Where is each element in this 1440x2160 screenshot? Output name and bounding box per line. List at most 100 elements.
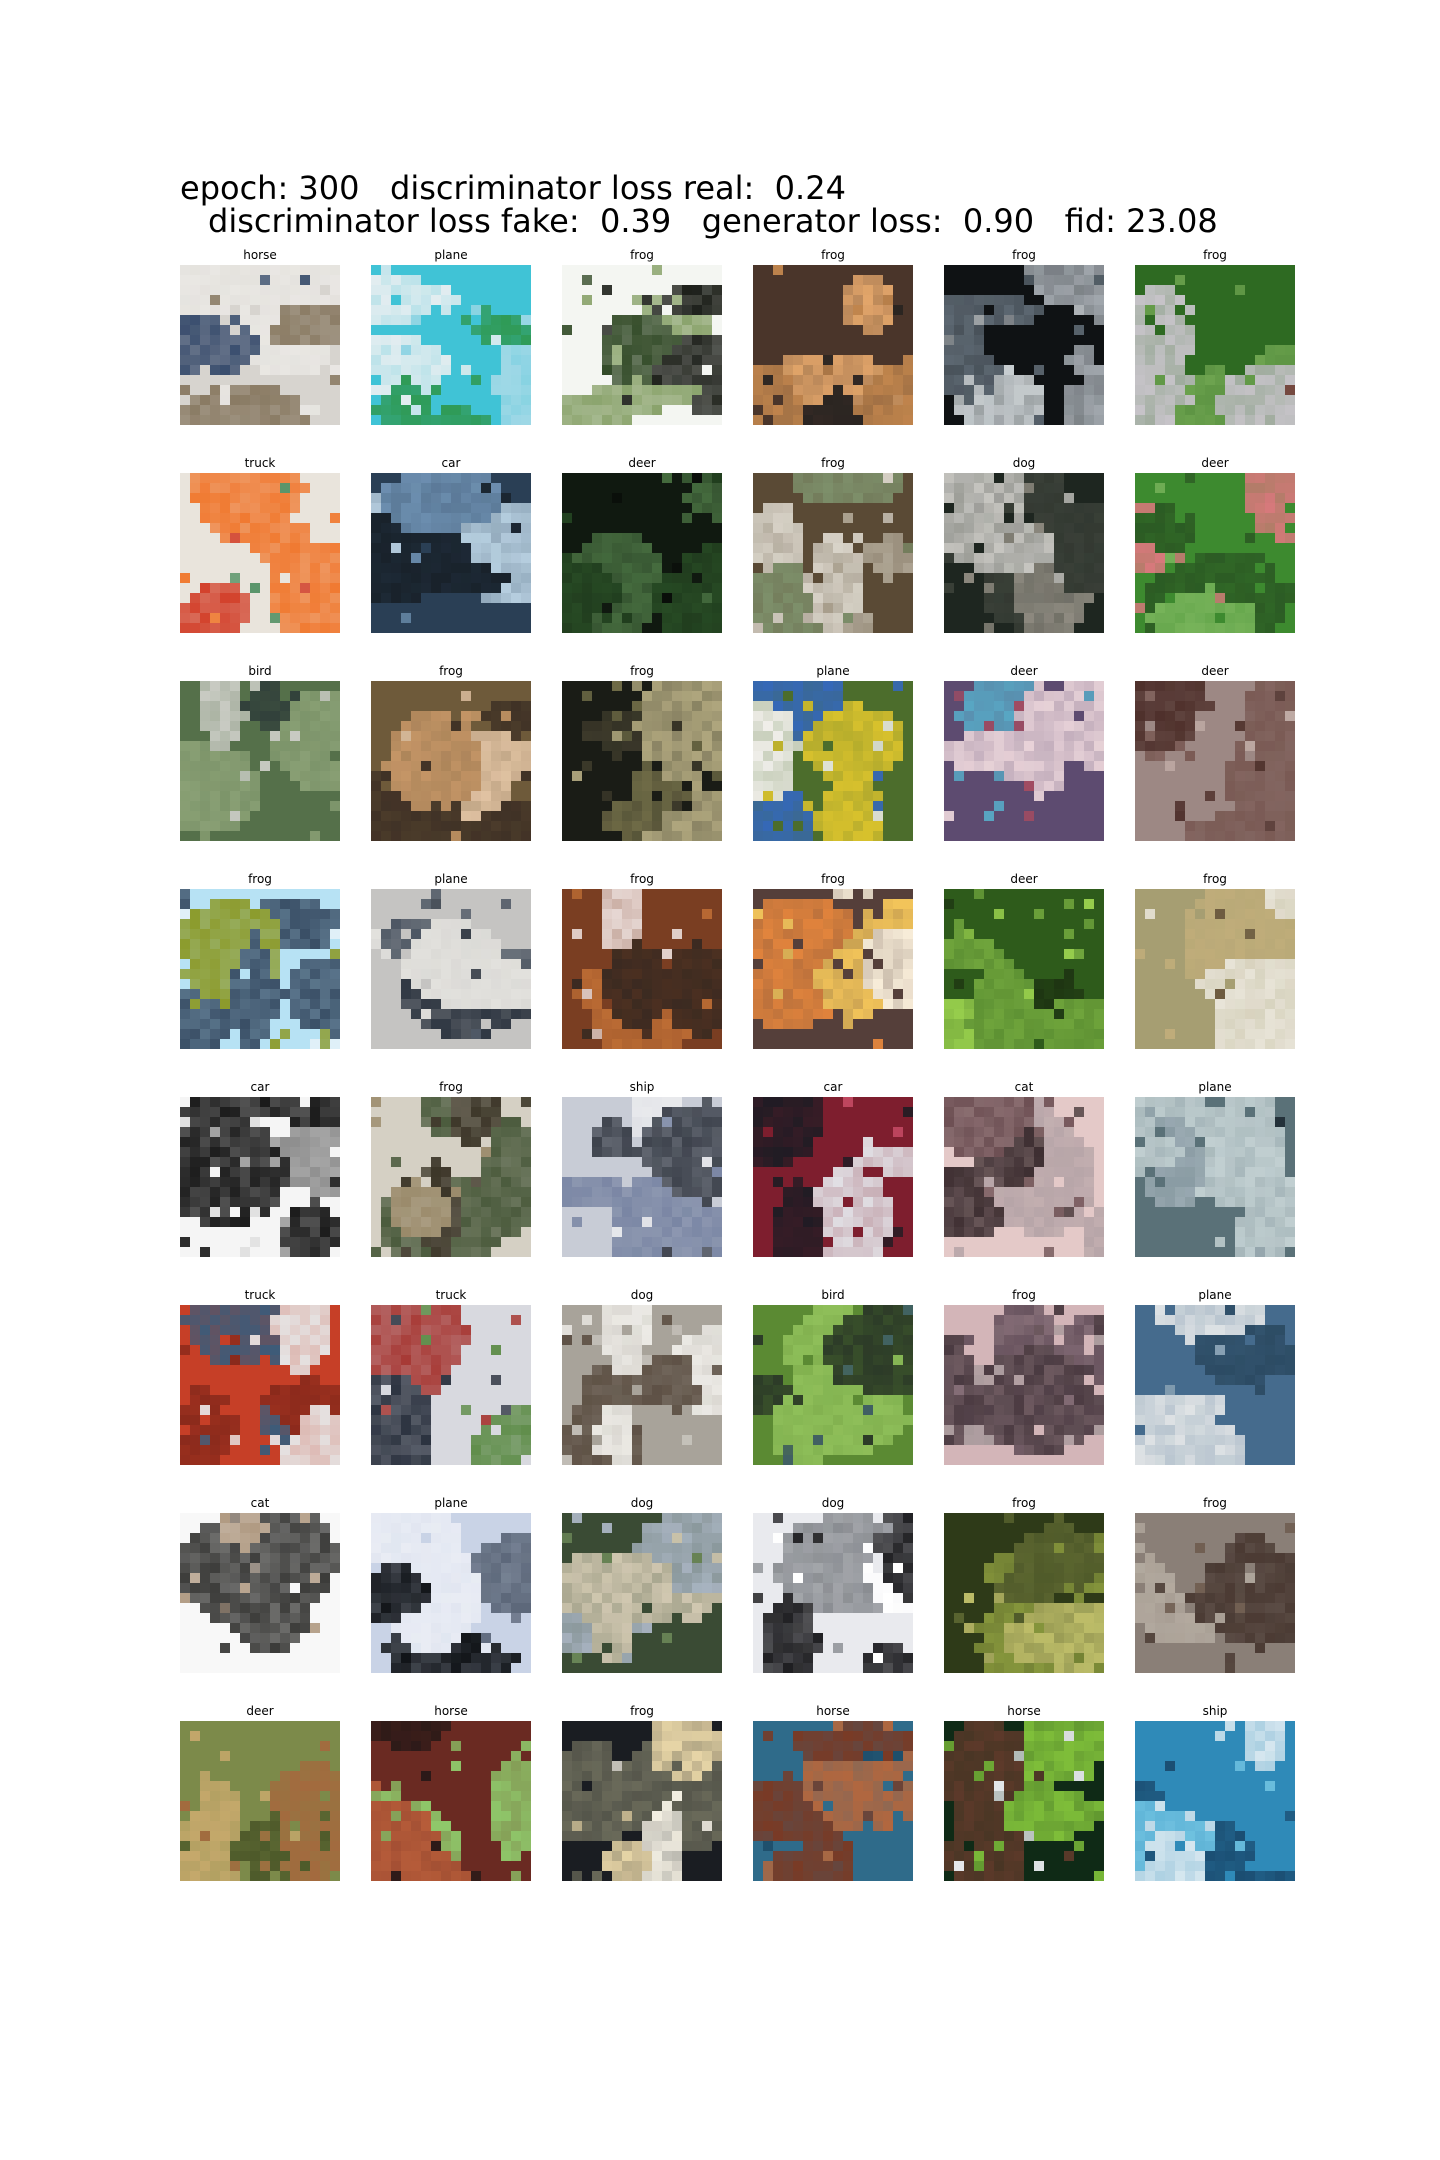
sample-class-label: frog xyxy=(821,456,845,470)
generated-sample-image xyxy=(753,889,913,1049)
generated-sample-image xyxy=(562,1097,722,1257)
sample-class-label: bird xyxy=(821,1288,845,1302)
sample-class-label: plane xyxy=(434,872,468,886)
sample-class-label: plane xyxy=(1198,1288,1232,1302)
sample-class-label: ship xyxy=(1202,1704,1228,1718)
generated-sample-image xyxy=(753,1721,913,1881)
generated-sample-image xyxy=(371,473,531,633)
sample-class-label: dog xyxy=(1012,456,1036,470)
sample-class-label: plane xyxy=(434,248,468,262)
sample-class-label: plane xyxy=(434,1496,468,1510)
sample-class-label: car xyxy=(250,1080,270,1094)
generated-sample-image xyxy=(944,1305,1104,1465)
generated-sample-image xyxy=(944,1097,1104,1257)
generated-sample-image xyxy=(562,1513,722,1673)
sample-class-label: frog xyxy=(1012,1288,1036,1302)
title-line-2: discriminator loss fake: 0.39 generator … xyxy=(208,202,1218,240)
sample-class-label: frog xyxy=(1012,1496,1036,1510)
sample-class-label: frog xyxy=(630,664,654,678)
generated-sample-image xyxy=(944,473,1104,633)
sample-class-label: truck xyxy=(244,456,276,470)
title-line-1: epoch: 300 discriminator loss real: 0.24 xyxy=(180,169,846,207)
generated-sample-image xyxy=(1135,1097,1295,1257)
sample-class-label: deer xyxy=(628,456,656,470)
generated-sample-image xyxy=(944,1721,1104,1881)
generated-sample-image xyxy=(371,1305,531,1465)
generated-sample-image xyxy=(944,889,1104,1049)
generated-sample-image xyxy=(753,681,913,841)
generated-sample-image xyxy=(562,1305,722,1465)
generated-sample-image xyxy=(180,1305,340,1465)
generated-sample-image xyxy=(562,473,722,633)
sample-class-label: horse xyxy=(1007,1704,1041,1718)
generated-sample-image xyxy=(1135,265,1295,425)
generated-sample-image xyxy=(753,1097,913,1257)
generated-sample-image xyxy=(753,265,913,425)
generated-sample-image xyxy=(1135,473,1295,633)
generated-sample-image xyxy=(371,1513,531,1673)
sample-class-label: frog xyxy=(1203,872,1227,886)
generated-sample-image xyxy=(180,1721,340,1881)
generated-sample-image xyxy=(371,1097,531,1257)
sample-class-label: truck xyxy=(244,1288,276,1302)
sample-class-label: deer xyxy=(1201,664,1229,678)
sample-class-label: plane xyxy=(1198,1080,1232,1094)
generated-sample-image xyxy=(1135,1721,1295,1881)
sample-class-label: cat xyxy=(250,1496,270,1510)
sample-class-label: horse xyxy=(434,1704,468,1718)
generated-sample-image xyxy=(371,889,531,1049)
generated-sample-image xyxy=(1135,1513,1295,1673)
generated-sample-image xyxy=(562,681,722,841)
generated-sample-image xyxy=(944,681,1104,841)
sample-class-label: deer xyxy=(246,1704,274,1718)
generated-sample-image xyxy=(180,681,340,841)
generated-sample-image xyxy=(371,681,531,841)
sample-class-label: cat xyxy=(1014,1080,1034,1094)
generated-sample-image xyxy=(753,1305,913,1465)
generated-sample-image xyxy=(1135,1305,1295,1465)
generated-sample-image xyxy=(1135,681,1295,841)
generated-sample-image xyxy=(1135,889,1295,1049)
sample-class-label: frog xyxy=(439,1080,463,1094)
sample-class-label: frog xyxy=(630,1704,654,1718)
sample-class-label: plane xyxy=(816,664,850,678)
sample-class-label: frog xyxy=(439,664,463,678)
sample-class-label: bird xyxy=(248,664,272,678)
sample-class-label: dog xyxy=(630,1496,654,1510)
sample-class-label: deer xyxy=(1010,664,1038,678)
sample-class-label: frog xyxy=(630,248,654,262)
sample-class-label: deer xyxy=(1010,872,1038,886)
sample-class-label: frog xyxy=(1203,248,1227,262)
sample-class-label: frog xyxy=(821,248,845,262)
sample-class-label: dog xyxy=(821,1496,845,1510)
sample-class-label: deer xyxy=(1201,456,1229,470)
sample-class-label: frog xyxy=(248,872,272,886)
sample-class-label: dog xyxy=(630,1288,654,1302)
sample-class-label: horse xyxy=(243,248,277,262)
generated-sample-image xyxy=(180,889,340,1049)
sample-class-label: frog xyxy=(821,872,845,886)
generated-sample-image xyxy=(944,1513,1104,1673)
generated-sample-image xyxy=(944,265,1104,425)
generated-sample-image xyxy=(180,473,340,633)
sample-class-label: car xyxy=(441,456,461,470)
sample-class-label: ship xyxy=(629,1080,655,1094)
generated-sample-image xyxy=(180,1097,340,1257)
generated-sample-image xyxy=(753,1513,913,1673)
generated-sample-image xyxy=(180,1513,340,1673)
sample-class-label: frog xyxy=(1012,248,1036,262)
sample-class-label: truck xyxy=(435,1288,467,1302)
sample-class-label: frog xyxy=(1203,1496,1227,1510)
sample-class-label: horse xyxy=(816,1704,850,1718)
generated-sample-image xyxy=(562,265,722,425)
generated-sample-image xyxy=(562,1721,722,1881)
generated-sample-image xyxy=(180,265,340,425)
figure-title: epoch: 300 discriminator loss real: 0.24… xyxy=(180,172,1280,238)
generated-sample-image xyxy=(562,889,722,1049)
generated-sample-image xyxy=(371,1721,531,1881)
sample-class-label: frog xyxy=(630,872,654,886)
generated-sample-image xyxy=(371,265,531,425)
sample-class-label: car xyxy=(823,1080,843,1094)
generated-sample-image xyxy=(753,473,913,633)
